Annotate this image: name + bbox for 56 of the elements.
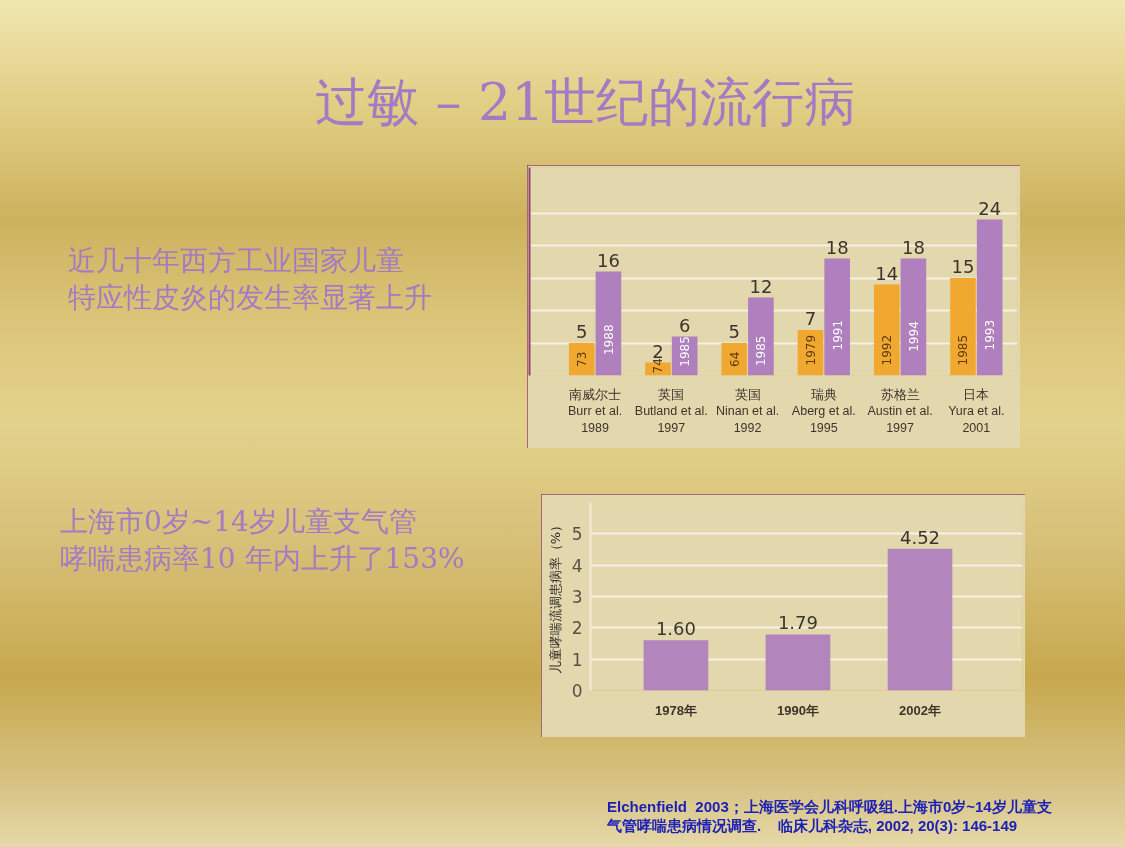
y-tick-label: 1	[571, 649, 583, 670]
text: 近几十年西方工业国家儿童特应性皮炎的发生率显著上升	[67, 243, 433, 316]
y-axis-title: 儿童哮喘流调患病率（%）	[547, 518, 563, 675]
y-tick-label: 0	[571, 681, 583, 701]
annotation: 1985	[754, 335, 769, 367]
bar	[824, 258, 850, 376]
bar	[950, 278, 976, 376]
y-tick-label: 5	[571, 524, 583, 545]
bar	[887, 548, 953, 691]
x-tick-label: 瑞典 Aberg et al. 1995	[791, 387, 856, 436]
bar	[595, 271, 622, 376]
x-tick-label: 2002年	[899, 702, 941, 718]
annotation: 64	[727, 351, 742, 367]
bar	[976, 219, 1003, 376]
data-label: 18	[825, 236, 849, 258]
annotation: 74	[651, 358, 666, 374]
data-label: 4.52	[899, 526, 941, 548]
x-tick-label: 南威尔士 Burr et al. 1989	[567, 387, 623, 436]
data-label: 24	[978, 197, 1002, 219]
bar	[568, 343, 595, 376]
data-label: 1.79	[777, 612, 818, 634]
x-tick-label: 英国 Butland et al. 1997	[634, 387, 708, 436]
bar	[873, 284, 900, 376]
annotation: 1994	[906, 321, 921, 352]
annotation: 1985	[678, 336, 693, 367]
bar	[643, 640, 709, 691]
y-tick-label: 4	[571, 555, 583, 576]
annotation: 1985	[956, 334, 971, 366]
annotation: 1993	[983, 319, 998, 351]
data-label: 16	[596, 249, 620, 271]
data-label: 6	[678, 314, 691, 336]
data-label: 14	[875, 262, 899, 284]
data-label: 12	[749, 275, 773, 297]
annotation: 1988	[601, 324, 616, 356]
annotation: 1979	[803, 334, 818, 366]
bar	[765, 634, 831, 691]
x-tick-label: 1978年	[654, 702, 697, 718]
annotation: 73	[575, 351, 590, 367]
bar	[900, 258, 927, 376]
x-tick-label: 英国 Ninan et al. 1992	[715, 387, 780, 436]
annotation: 1991	[830, 319, 845, 351]
y-tick-label: 3	[571, 587, 583, 607]
x-tick-label: 日本 Yura et al. 2001	[948, 387, 1005, 436]
data-label: 5	[728, 321, 740, 342]
chart-title: 过敏 – 21世纪的流行病	[314, 71, 858, 134]
data-label: 18	[901, 236, 925, 258]
data-label: 15	[951, 256, 975, 277]
text: Elchenfield 2003；上海医学会儿科呼吸组.上海市0岁~14岁儿童支气管哮喘患病情况调查. 临床儿科杂志, 2002, 20(3): 146-149	[606, 797, 1053, 835]
x-tick-label: 苏格兰 Austin et al. 1997	[867, 387, 933, 436]
annotation: 1992	[880, 334, 895, 366]
bar	[748, 297, 774, 376]
data-label: 1.60	[655, 618, 696, 640]
y-tick-label: 2	[571, 618, 583, 639]
data-label: 7	[804, 308, 817, 329]
text: 上海市0岁~14岁儿童支气管哮喘患病率10 年内上升了153%	[59, 504, 466, 577]
x-tick-label: 1990年	[777, 702, 819, 718]
